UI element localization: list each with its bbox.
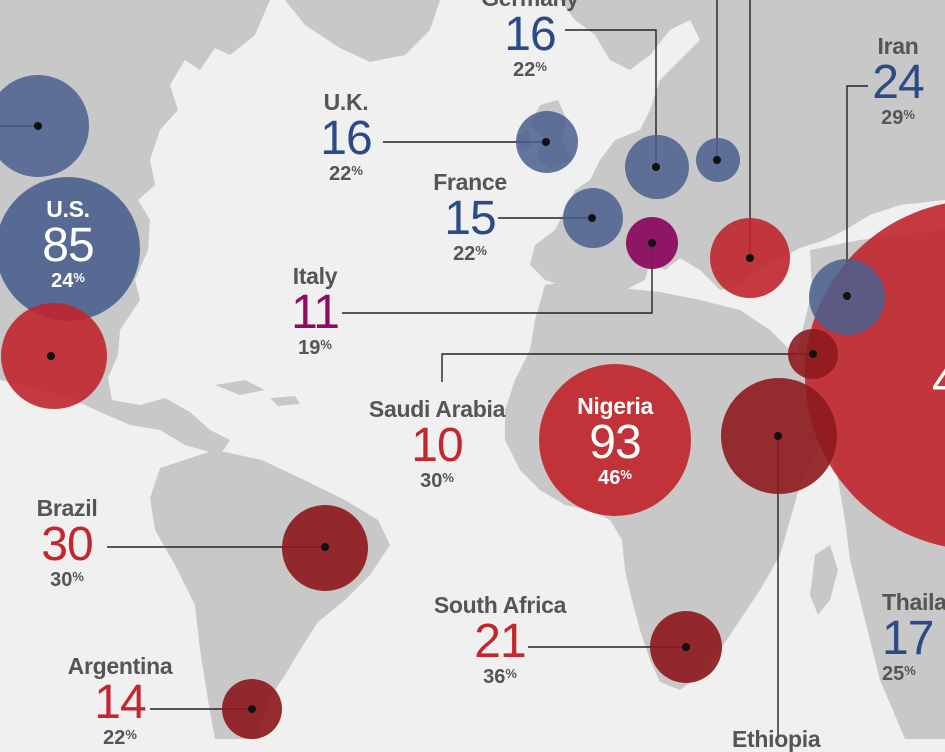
country-percent: 22% <box>103 727 137 749</box>
country-percent: 22% <box>453 243 487 265</box>
country-value: 30 <box>41 518 93 571</box>
country-value: 16 <box>504 8 556 61</box>
label-uk: U.K. 16 22% <box>296 89 396 185</box>
country-percent: 30% <box>50 569 84 591</box>
country-value: 16 <box>320 112 372 165</box>
dot-germany <box>652 163 660 171</box>
country-percent: 24% <box>51 270 85 292</box>
europe-land <box>530 0 945 290</box>
label-saudi-arabia: Saudi Arabia 10 30% <box>357 396 517 492</box>
country-name: Ethiopia <box>732 726 821 752</box>
bubble-nigeria <box>539 364 691 516</box>
country-percent: 22% <box>329 163 363 185</box>
label-ethiopia: Ethiopia <box>732 726 821 752</box>
country-percent: 29% <box>881 107 915 129</box>
country-percent: 46% <box>598 467 632 489</box>
label-brazil: Brazil 30 30% <box>22 495 112 591</box>
madagascar-land <box>810 545 838 615</box>
country-value: 15 <box>444 192 496 245</box>
leader-line-iran <box>846 85 868 296</box>
country-value: 93 <box>589 416 641 469</box>
country-value: 14 <box>94 676 146 729</box>
country-value: 4 <box>932 358 945 406</box>
country-percent: 36% <box>483 666 517 688</box>
country-percent: 22% <box>513 59 547 81</box>
country-value: 24 <box>872 56 924 109</box>
dot-argentina <box>248 705 256 713</box>
country-name: U.S. <box>46 196 90 222</box>
country-value: 85 <box>42 219 94 272</box>
country-name: Thailand <box>882 589 945 615</box>
label-nigeria: Nigeria 93 46% <box>555 393 675 489</box>
greenland-land <box>285 0 440 62</box>
dot-iran <box>843 292 851 300</box>
country-percent: 30% <box>420 470 454 492</box>
label-south-africa: South Africa 21 36% <box>420 592 580 688</box>
label-india-partial: 4 <box>932 357 945 406</box>
dot-turkey <box>746 254 754 262</box>
country-name: France <box>433 169 507 195</box>
country-name: Brazil <box>36 495 98 521</box>
anchor-dots <box>34 122 851 713</box>
country-name: Iran <box>877 33 919 59</box>
country-name: Saudi Arabia <box>368 396 506 422</box>
bubbles <box>0 75 945 739</box>
dot-mexico <box>47 352 55 360</box>
country-name: U.K. <box>323 89 369 115</box>
country-name: South Africa <box>433 592 567 618</box>
dot-italy <box>648 239 656 247</box>
country-name: Argentina <box>67 653 173 679</box>
country-value: 21 <box>474 615 526 668</box>
caribbean-islands <box>215 380 300 406</box>
country-value: 17 <box>882 612 934 665</box>
dot-canada <box>34 122 42 130</box>
dot-ethiopia <box>774 432 782 440</box>
leader-line-saudi <box>441 353 813 382</box>
country-value: 11 <box>291 286 340 339</box>
bubble-canada <box>0 75 89 177</box>
label-france: France 15 22% <box>410 169 530 265</box>
dot-south-africa <box>682 643 690 651</box>
bubble-us <box>0 177 140 321</box>
dot-saudi <box>809 350 817 358</box>
country-name: Germany <box>465 0 595 10</box>
country-name: Italy <box>292 263 338 289</box>
label-argentina: Argentina 14 22% <box>50 653 190 749</box>
label-germany: Germany 16 22% <box>465 0 595 80</box>
country-value: 10 <box>411 419 463 472</box>
label-us: U.S. 85 24% <box>18 196 118 292</box>
country-percent: 19% <box>298 337 332 359</box>
country-name: Nigeria <box>577 393 653 419</box>
dot-poland <box>713 156 721 164</box>
leader-line-germany <box>565 29 657 167</box>
dot-brazil <box>321 543 329 551</box>
label-iran: Iran 24 29% <box>858 33 938 129</box>
dot-uk <box>542 138 550 146</box>
label-thailand: Thailand 17 25% <box>882 589 945 685</box>
label-italy: Italy 11 19% <box>270 263 360 359</box>
country-percent: 25% <box>882 663 916 685</box>
dot-france <box>588 214 596 222</box>
